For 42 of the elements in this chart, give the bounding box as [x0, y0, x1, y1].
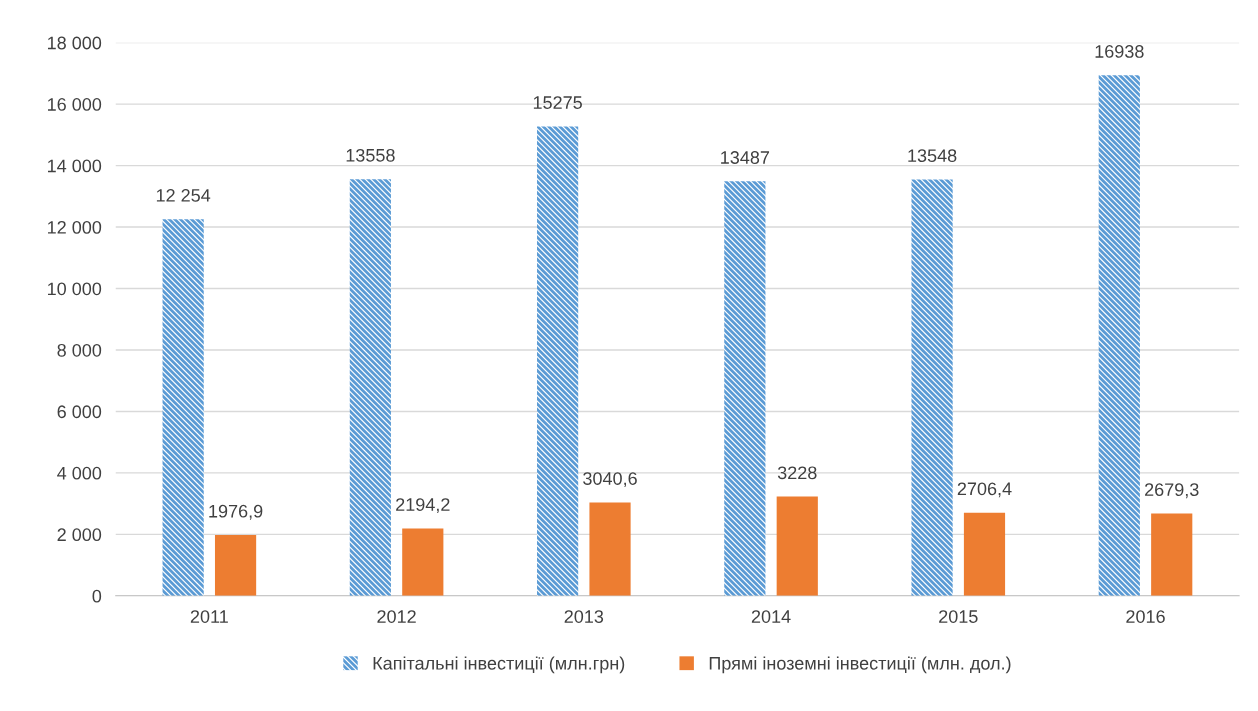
bar	[589, 502, 631, 596]
x-tick-label: 2014	[751, 610, 791, 623]
x-tick-label: 2011	[190, 610, 228, 623]
data-label: 13548	[908, 149, 957, 163]
bar	[214, 535, 257, 596]
legend-label: Капітальні інвестиції (млн.грн)	[373, 656, 625, 674]
x-tick-label: 2012	[377, 610, 416, 623]
y-tick-label: 4 000	[57, 466, 102, 480]
y-tick-label: 12 000	[48, 220, 102, 234]
data-label: 2194,2	[396, 498, 450, 514]
x-tick-label: 2013	[564, 610, 604, 623]
data-label: 12 254	[156, 189, 211, 202]
bar	[162, 219, 204, 596]
y-tick-label: 6 000	[57, 405, 102, 419]
data-label: 16938	[1095, 45, 1144, 58]
x-tick-label: 2016	[1126, 610, 1165, 623]
y-tick-label: 14 000	[48, 159, 102, 173]
bar	[402, 528, 444, 596]
y-tick-label: 18 000	[48, 36, 102, 50]
bar	[911, 179, 953, 596]
bar	[537, 126, 579, 596]
bar	[1098, 75, 1140, 596]
y-tick-label: 8 000	[57, 343, 102, 357]
data-label: 1976,9	[209, 504, 263, 520]
data-label: 2706,4	[957, 482, 1012, 498]
bar	[963, 512, 1006, 596]
legend-label: Прямі іноземні інвестиції (млн. дол.)	[709, 656, 1011, 674]
data-label: 15275	[533, 96, 582, 109]
data-label: 13558	[346, 148, 395, 162]
data-label: 3040,6	[583, 472, 637, 488]
bar	[1151, 513, 1193, 596]
bar	[724, 181, 766, 596]
y-tick-label: 16 000	[48, 98, 102, 111]
data-label: 3228	[777, 466, 817, 480]
bar	[349, 179, 391, 596]
x-tick-label: 2015	[939, 610, 978, 623]
y-tick-label: 0	[92, 589, 102, 603]
bar	[776, 496, 818, 596]
y-tick-label: 2 000	[57, 528, 102, 542]
y-tick-label: 10 000	[48, 282, 102, 296]
data-label: 13487	[721, 151, 770, 164]
data-label: 2679,3	[1145, 483, 1199, 499]
